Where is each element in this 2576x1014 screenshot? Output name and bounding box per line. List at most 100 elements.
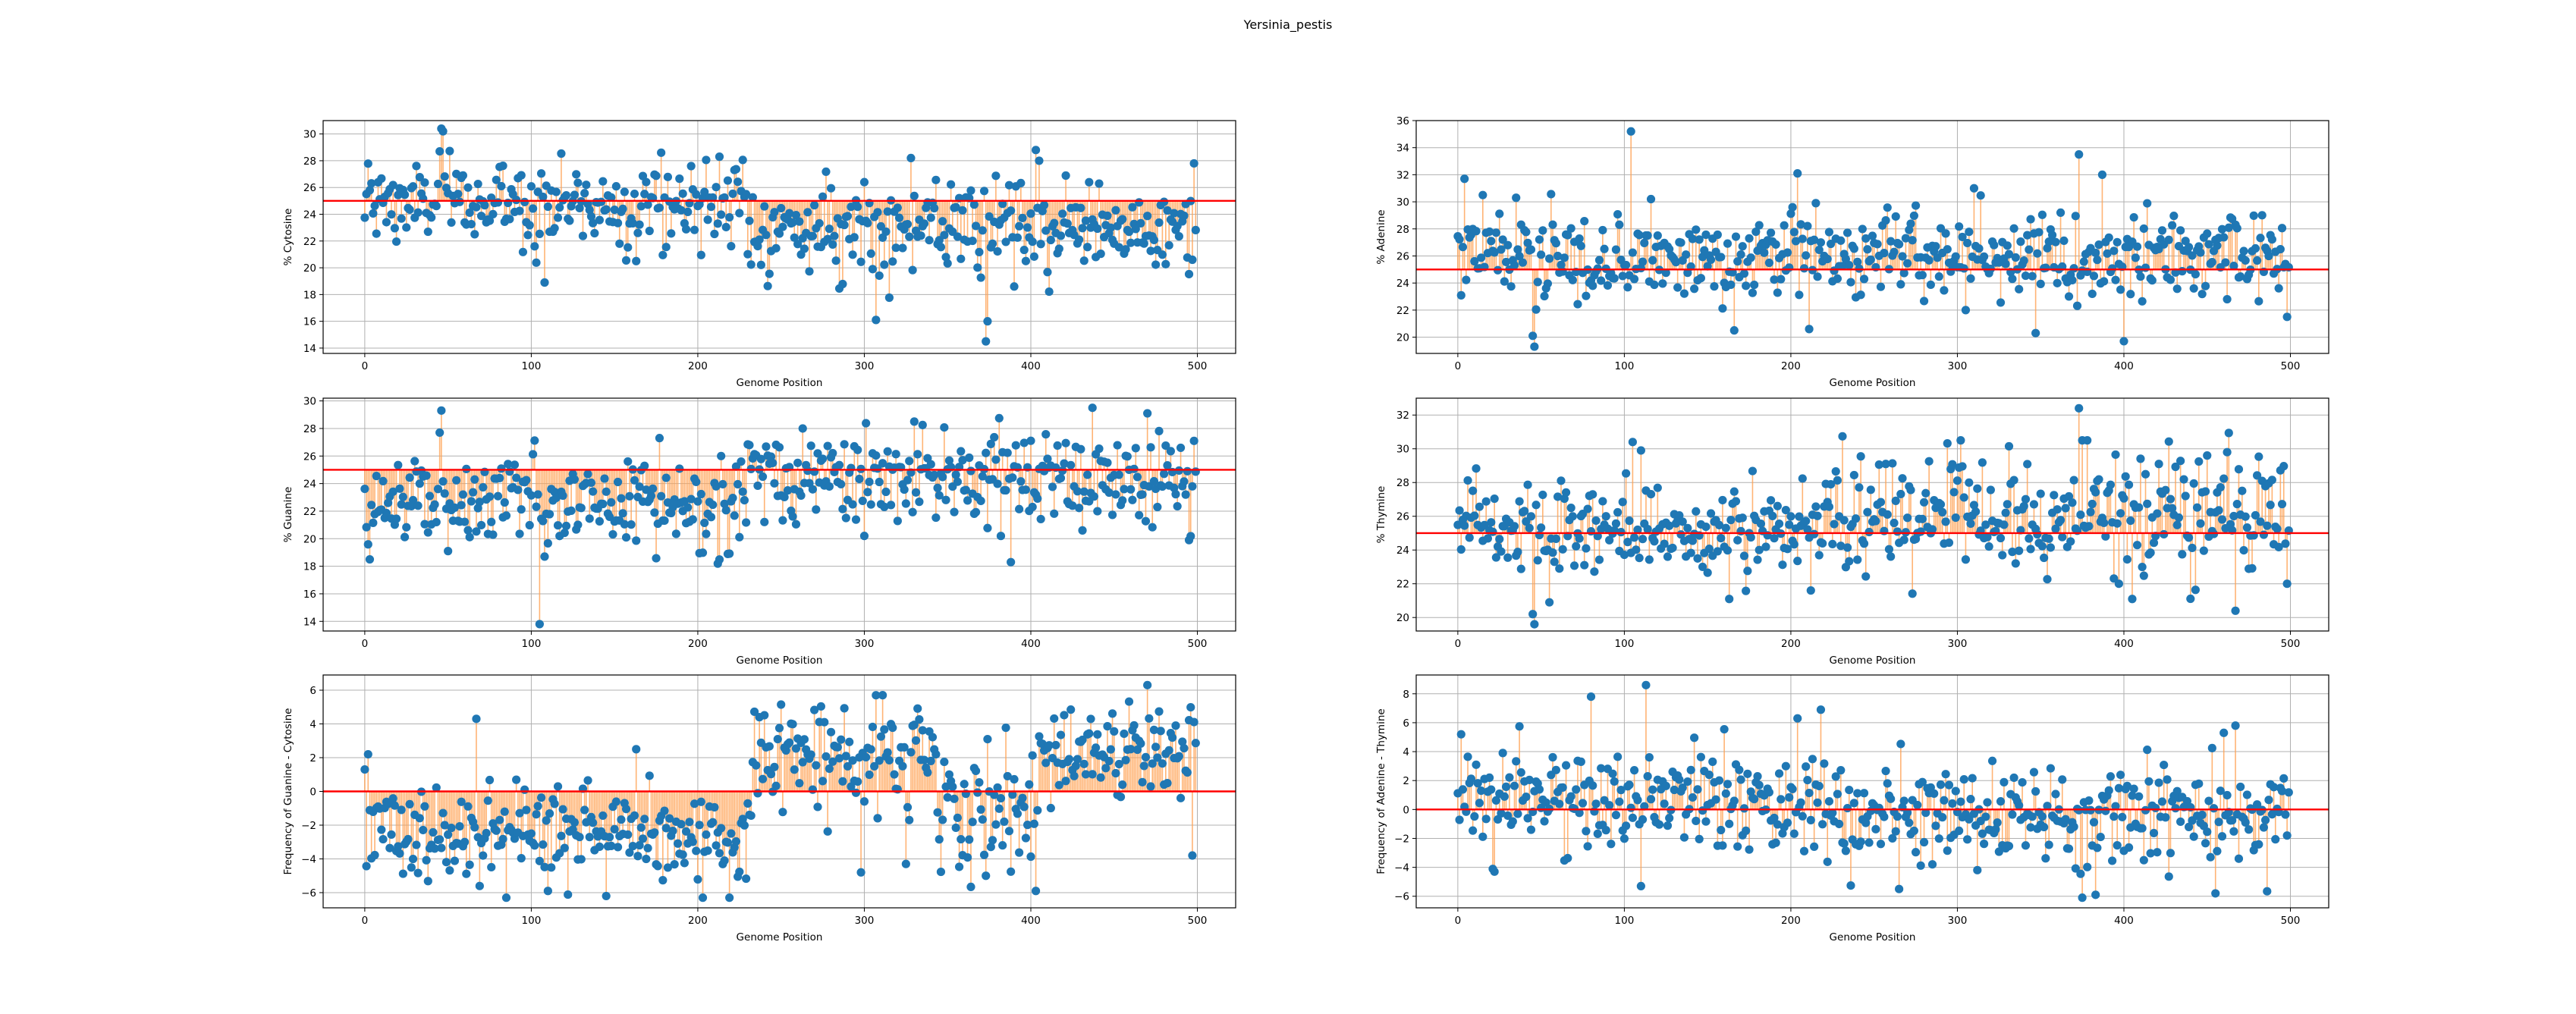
data-point [440, 172, 449, 181]
data-point [613, 218, 623, 228]
y-tick-label: 32 [1396, 169, 1409, 181]
data-point [1163, 206, 1172, 215]
data-point [1959, 264, 1968, 273]
data-point [512, 775, 521, 784]
data-point [525, 221, 534, 230]
data-point [702, 529, 711, 538]
data-point [1795, 290, 1804, 300]
data-point [673, 839, 683, 848]
data-point [1184, 269, 1194, 279]
data-point [1095, 179, 1104, 188]
data-point [774, 229, 784, 238]
data-point [798, 758, 807, 767]
data-point [1141, 516, 1151, 526]
data-point [1481, 497, 1491, 506]
data-point [415, 173, 424, 182]
data-point [708, 818, 718, 827]
data-point [1748, 288, 1758, 297]
data-point [2181, 491, 2190, 501]
x-tick-label: 300 [1948, 638, 1968, 650]
data-point [1853, 555, 1862, 564]
data-point [482, 828, 491, 838]
data-point [2238, 486, 2247, 495]
data-point [1189, 436, 1198, 445]
data-point [1883, 203, 1892, 212]
data-point [1460, 521, 1469, 530]
data-point [1616, 528, 1626, 537]
data-point [617, 494, 626, 503]
data-point [777, 700, 786, 709]
data-point [957, 447, 966, 456]
data-point [837, 479, 846, 489]
data-point [425, 491, 435, 501]
data-point [1050, 509, 1059, 518]
data-point [1078, 526, 1087, 535]
data-points [360, 124, 1200, 346]
data-point [1873, 240, 1882, 249]
data-point [415, 479, 424, 488]
data-point [2023, 460, 2032, 469]
data-point [686, 494, 696, 504]
data-point [1793, 169, 1802, 178]
data-point [636, 202, 646, 211]
data-point [432, 783, 441, 793]
data-point [488, 209, 498, 219]
data-point [610, 824, 619, 833]
y-tick-label: 30 [303, 129, 316, 141]
data-point [969, 200, 979, 209]
data-point [717, 824, 726, 833]
data-point [455, 822, 464, 831]
data-point [1898, 252, 1907, 261]
data-point [788, 218, 797, 227]
data-point [1603, 281, 1613, 290]
data-point [1594, 256, 1604, 265]
data-point [1969, 184, 1979, 193]
data-point [971, 507, 981, 516]
data-point [778, 808, 787, 817]
data-point [1890, 518, 1899, 528]
data-point [1054, 244, 1063, 253]
data-point [420, 178, 429, 187]
y-tick-label: 32 [1396, 410, 1409, 422]
data-point [943, 259, 952, 268]
data-point [718, 479, 727, 489]
data-point [1896, 280, 1905, 289]
data-point [2111, 275, 2120, 284]
data-point [940, 422, 949, 432]
data-point [979, 187, 989, 196]
data-point [1645, 555, 1654, 564]
data-point [1918, 271, 1927, 280]
data-point [630, 476, 639, 485]
data-point [1818, 538, 1827, 548]
data-point [372, 229, 381, 238]
data-point [1786, 209, 1795, 218]
data-point [720, 856, 729, 865]
data-point [2075, 150, 2084, 159]
data-point [463, 526, 473, 535]
data-point [526, 829, 536, 838]
data-point [810, 201, 819, 210]
data-point [1799, 264, 1809, 273]
data-point [1563, 231, 1572, 240]
data-point [1893, 527, 1902, 536]
data-point [547, 863, 556, 872]
data-point [1075, 235, 1084, 244]
data-point [696, 489, 705, 499]
data-point [468, 488, 478, 497]
data-point [400, 190, 410, 199]
data-point [1973, 484, 1982, 493]
data-point [1886, 237, 1896, 246]
data-point [1668, 543, 1677, 553]
data-point [1898, 474, 1907, 483]
data-point [746, 811, 756, 821]
data-points [360, 680, 1200, 903]
data-point [1845, 261, 1854, 270]
data-point [526, 182, 536, 191]
data-point [1703, 568, 1712, 577]
data-point [1058, 209, 1067, 218]
data-point [966, 186, 975, 195]
data-point [1114, 243, 1123, 252]
data-point [394, 460, 403, 469]
data-point [2178, 550, 2187, 559]
data-point [686, 162, 696, 171]
